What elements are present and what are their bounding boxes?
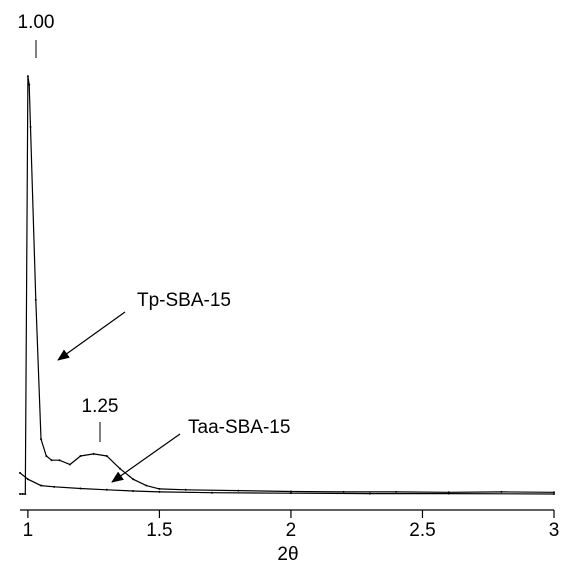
data-point (211, 491, 214, 494)
data-point (19, 471, 21, 474)
data-point (26, 478, 29, 481)
data-point (289, 490, 292, 493)
tp-arrow (57, 311, 126, 361)
data-point (40, 484, 43, 487)
data-point (118, 467, 121, 470)
x-axis-label: 2θ (277, 544, 298, 565)
data-point (342, 490, 345, 493)
x-axis-ticks: 1 1.5 2 2.5 3 (23, 510, 560, 541)
data-point (184, 488, 187, 491)
data-point (79, 455, 82, 458)
taa-series-label: Taa-SBA-15 (188, 417, 290, 438)
data-point (92, 452, 95, 455)
peak-label-2: 1.25 (82, 396, 119, 417)
data-point (26, 75, 29, 78)
data-point (500, 490, 503, 493)
x-tick-label: 2 (286, 520, 297, 541)
data-point (553, 491, 555, 494)
data-point (105, 455, 108, 458)
data-point (53, 485, 56, 488)
data-point (79, 487, 82, 490)
data-point (68, 463, 71, 466)
data-point (28, 83, 31, 86)
data-point (132, 478, 135, 481)
data-point (58, 459, 61, 462)
data-point (237, 489, 240, 492)
data-point (395, 490, 398, 493)
data-point (40, 438, 43, 441)
data-point (145, 484, 148, 487)
tp-series-label: Tp-SBA-15 (137, 290, 231, 311)
data-point (34, 298, 37, 301)
data-point (132, 490, 135, 493)
data-point (45, 455, 48, 458)
data-point (368, 492, 371, 495)
data-point (24, 493, 27, 495)
data-point (19, 493, 21, 495)
x-tick-label: 3 (549, 520, 560, 541)
x-tick-label: 2.5 (409, 520, 435, 541)
data-point (158, 487, 161, 490)
data-point (289, 492, 292, 495)
data-point (21, 493, 24, 495)
data-point (447, 492, 450, 495)
taa-arrow (111, 433, 181, 483)
x-tick-label: 1 (23, 520, 34, 541)
peak-label-1: 1.00 (18, 12, 55, 33)
data-point (50, 459, 53, 462)
data-point (158, 490, 161, 493)
plot-series (19, 75, 555, 495)
data-point (29, 125, 32, 128)
data-point (553, 493, 555, 495)
x-tick-label: 1.5 (146, 520, 172, 541)
data-point (105, 488, 108, 491)
